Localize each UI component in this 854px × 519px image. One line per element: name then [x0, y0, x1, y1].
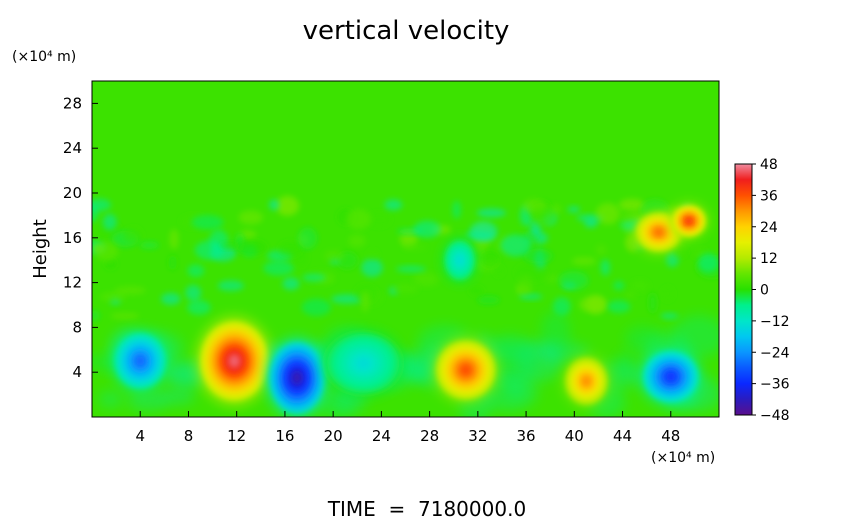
colorbar-tick-label: −36 [760, 377, 790, 393]
velocity-cell-downdraft-10 [322, 329, 405, 397]
colorbar-tick-label: 36 [760, 188, 778, 204]
colorbar-tick-label: 24 [760, 220, 778, 236]
y-tick-label: 4 [72, 363, 82, 381]
velocity-cell-downdraft-6 [639, 347, 703, 406]
x-tick-label: 20 [324, 427, 343, 445]
velocity-cell-downdraft-9 [442, 237, 477, 283]
x-tick-label: 48 [661, 427, 680, 445]
colorbar-tick-label: −12 [760, 314, 790, 330]
x-tick-label: 24 [372, 427, 391, 445]
colorbar-tick-label: 12 [760, 251, 778, 267]
velocity-cell-updraft-3 [562, 354, 611, 409]
colorbar-tick-label: 48 [760, 157, 778, 173]
x-tick-label: 40 [565, 427, 584, 445]
y-tick-label: 12 [63, 274, 82, 292]
colorbar-tick-label: 0 [760, 283, 769, 299]
velocity-cell-updraft-1 [195, 316, 273, 406]
colorbar-scale [734, 163, 753, 416]
x-tick-label: 4 [135, 427, 145, 445]
x-tick-label: 32 [468, 427, 487, 445]
velocity-cell-downdraft-4 [111, 329, 170, 393]
colorbar-tick-label: −48 [760, 408, 790, 424]
y-unit-label: (×10⁴ m) [12, 49, 76, 65]
chart-title: vertical velocity [303, 16, 510, 46]
plot-area [91, 80, 720, 418]
colorbar: 48 36 24 12 0 −12 −24 −36 −48 [734, 157, 790, 424]
x-tick-label: 36 [517, 427, 536, 445]
y-tick-label: 16 [63, 229, 82, 247]
y-axis: 4 8 12 16 20 24 28 [63, 94, 98, 381]
velocity-cell-updraft-8 [669, 203, 709, 239]
x-tick-label: 16 [275, 427, 294, 445]
x-tick-label: 8 [184, 427, 194, 445]
y-tick-label: 8 [72, 318, 82, 336]
x-tick-label: 12 [227, 427, 246, 445]
y-tick-label: 24 [63, 139, 82, 157]
y-axis-label: Height [30, 219, 51, 279]
x-axis: 4 8 12 16 20 24 28 32 36 40 44 48 [135, 411, 680, 445]
x-tick-label: 44 [613, 427, 632, 445]
colorbar-tick-label: −24 [760, 345, 790, 361]
time-footer: TIME = 7180000.0 [327, 497, 526, 519]
velocity-cell-downdraft-5 [265, 337, 329, 417]
y-tick-label: 20 [63, 184, 82, 202]
plot-frame [91, 80, 720, 418]
y-tick-label: 28 [63, 94, 82, 112]
x-tick-label: 28 [420, 427, 439, 445]
x-unit-label: (×10⁴ m) [651, 450, 715, 466]
velocity-cell-updraft-2 [432, 336, 500, 404]
